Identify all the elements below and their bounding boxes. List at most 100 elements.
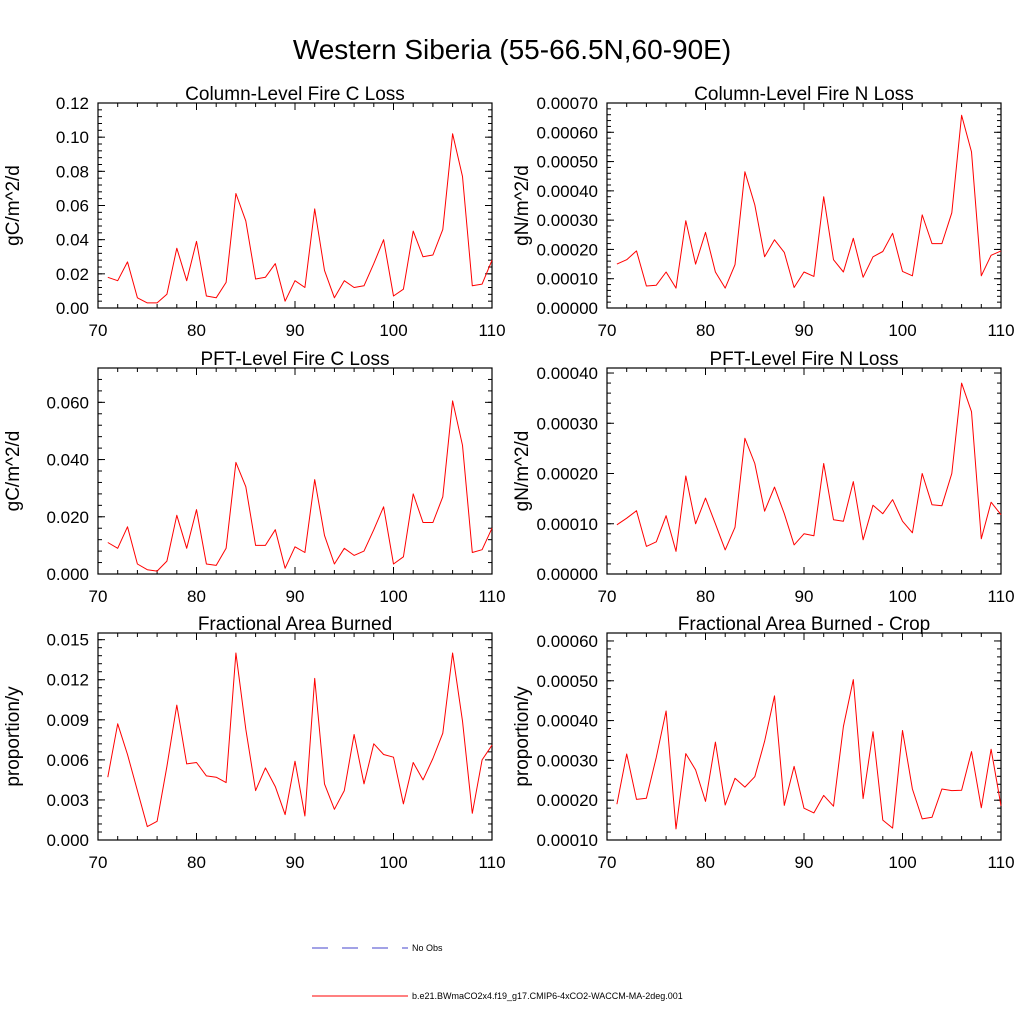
y-tick-label: 0.06 [56,197,89,216]
y-tick-label: 0.00000 [537,565,598,584]
chart-panel-6: Fractional Area Burned - Crop proportion/… [512,614,1015,872]
series-line [616,114,1002,289]
x-tick-label: 100 [888,853,916,872]
x-tick-label: 80 [187,853,206,872]
chart-panel-1: Column-Level Fire C Loss gC/m^2/d 70 80 90 10… [3,84,506,340]
x-tick-label: 110 [987,587,1014,606]
plot-frame [97,367,493,575]
y-tick-label: 0.04 [56,231,89,250]
y-tick-label: 0.00040 [537,182,598,201]
y-tick-label: 0.00060 [537,123,598,142]
y-tick-label: 0.00000 [537,299,598,318]
legend: No Obs b.e21.BWmaCO2x4.f19_g17.CMIP6-4xCO… [312,943,683,1001]
y-tick-label: 0.02 [56,265,89,284]
legend-label: b.e21.BWmaCO2x4.f19_g17.CMIP6-4xCO2-WACC… [412,991,683,1001]
x-tick-label: 110 [987,321,1014,340]
x-tick-label: 80 [696,587,715,606]
series-line [107,133,493,304]
y-tick-label: 0.020 [46,508,89,527]
y-tick-label: 0.012 [46,671,89,690]
y-tick-label: 0.00010 [537,270,598,289]
y-tick-label: 0.00020 [537,465,598,484]
y-axis-label: gC/m^2/d [3,165,24,246]
y-tick-label: 0.00030 [537,211,598,230]
y-axis-label: gN/m^2/d [512,165,533,246]
plot-frame [606,632,1002,841]
y-tick-label: 0.00070 [537,94,598,113]
plot-frame [97,102,493,309]
x-tick-label: 100 [888,587,916,606]
panel-title: Column-Level Fire C Loss [185,84,405,105]
plot-frame [97,632,493,841]
x-tick-label: 90 [795,587,814,606]
panel-title: Column-Level Fire N Loss [694,84,914,105]
series-line [616,679,1002,830]
y-tick-label: 0.00030 [537,414,598,433]
x-tick-label: 80 [187,587,206,606]
x-tick-label: 90 [795,321,814,340]
x-tick-label: 80 [696,853,715,872]
series-line [107,652,493,828]
series-line [107,400,493,572]
x-tick-label: 110 [987,853,1014,872]
y-tick-label: 0.00050 [537,153,598,172]
y-axis-label: proportion/y [3,686,24,787]
x-tick-label: 70 [89,321,108,340]
y-axis-label: proportion/y [512,686,533,787]
plot-frame [606,102,1002,309]
chart-panel-2: Column-Level Fire N Loss gN/m^2/d 70 80 90 10… [512,84,1015,340]
y-tick-label: 0.00040 [537,712,598,731]
chart-panel-4: PFT-Level Fire N Loss gN/m^2/d 70 80 90 100 11… [512,349,1015,606]
y-tick-label: 0.00060 [537,632,598,651]
y-tick-label: 0.003 [46,791,89,810]
y-tick-label: 0.009 [46,711,89,730]
x-tick-label: 90 [795,853,814,872]
y-tick-label: 0.00 [56,299,89,318]
x-tick-label: 110 [478,853,505,872]
y-axis-label: gN/m^2/d [512,431,533,512]
y-tick-label: 0.00010 [537,515,598,534]
series-line [616,382,1002,552]
y-tick-label: 0.00040 [537,364,598,383]
x-tick-label: 90 [286,321,305,340]
y-tick-label: 0.000 [46,565,89,584]
y-tick-label: 0.00010 [537,831,598,850]
y-tick-label: 0.040 [46,451,89,470]
x-tick-label: 70 [89,587,108,606]
x-tick-label: 80 [187,321,206,340]
x-tick-label: 70 [89,853,108,872]
x-tick-label: 110 [478,587,505,606]
y-tick-label: 0.00050 [537,672,598,691]
y-axis-label: gC/m^2/d [3,431,24,512]
x-tick-label: 110 [478,321,505,340]
chart-panel-3: PFT-Level Fire C Loss gC/m^2/d 70 80 90 100 11… [3,349,506,606]
panel-title: Fractional Area Burned - Crop [678,614,930,635]
figure-title: Western Siberia (55-66.5N,60-90E) [292,34,732,65]
x-tick-label: 70 [598,853,617,872]
y-tick-label: 0.00030 [537,751,598,770]
y-tick-label: 0.015 [46,631,89,650]
x-tick-label: 90 [286,587,305,606]
x-tick-label: 100 [379,587,407,606]
x-tick-label: 100 [379,853,407,872]
x-tick-label: 80 [696,321,715,340]
y-tick-label: 0.08 [56,162,89,181]
x-tick-label: 100 [379,321,407,340]
x-tick-label: 90 [286,853,305,872]
y-tick-label: 0.060 [46,393,89,412]
chart-panel-5: Fractional Area Burned proportion/y 70 80 90… [3,614,506,872]
y-tick-label: 0.006 [46,751,89,770]
x-tick-label: 70 [598,321,617,340]
panel-title: PFT-Level Fire C Loss [201,349,390,370]
panel-title: Fractional Area Burned [198,614,392,635]
y-tick-label: 0.10 [56,128,89,147]
y-tick-label: 0.12 [56,94,89,113]
x-tick-label: 100 [888,321,916,340]
y-tick-label: 0.00020 [537,240,598,259]
y-tick-label: 0.00020 [537,791,598,810]
x-tick-label: 70 [598,587,617,606]
panel-title: PFT-Level Fire N Loss [710,349,899,370]
legend-label: No Obs [412,943,443,953]
plot-frame [606,367,1002,575]
